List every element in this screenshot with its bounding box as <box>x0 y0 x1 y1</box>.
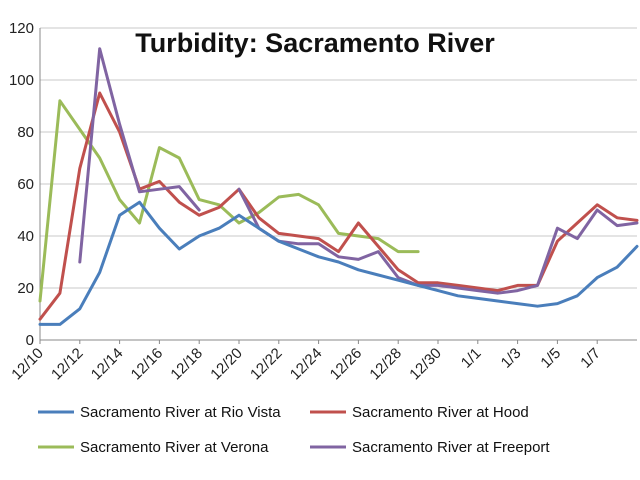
chart-title: Turbidity: Sacramento River <box>135 28 495 58</box>
y-tick-label: 40 <box>17 228 34 245</box>
y-tick-label: 80 <box>17 124 34 141</box>
series-line-sacramento-river-at-verona <box>38 99 420 303</box>
y-tick-label: 60 <box>17 176 34 193</box>
y-tick-label: 120 <box>9 20 34 37</box>
y-tick-label: 0 <box>26 332 34 349</box>
legend: Sacramento River at Rio Vista Sacramento … <box>38 404 550 456</box>
legend-label-sacramento-river-at-verona: Sacramento River at Verona <box>80 439 269 456</box>
legend-label-sacramento-river-at-hood: Sacramento River at Hood <box>352 404 529 421</box>
y-tick-labels: 0 20 40 60 80 100 120 <box>9 20 34 349</box>
series-line-sacramento-river-at-rio-vista <box>38 200 639 326</box>
legend-label-sacramento-river-at-freeport: Sacramento River at Freeport <box>352 439 550 456</box>
series-line-sacramento-river-at-freeport <box>78 47 639 295</box>
series-lines <box>38 47 639 326</box>
gridlines <box>40 27 637 289</box>
y-tick-label: 100 <box>9 72 34 89</box>
legend-label-sacramento-river-at-rio-vista: Sacramento River at Rio Vista <box>80 404 281 421</box>
y-tick-label: 20 <box>17 280 34 297</box>
